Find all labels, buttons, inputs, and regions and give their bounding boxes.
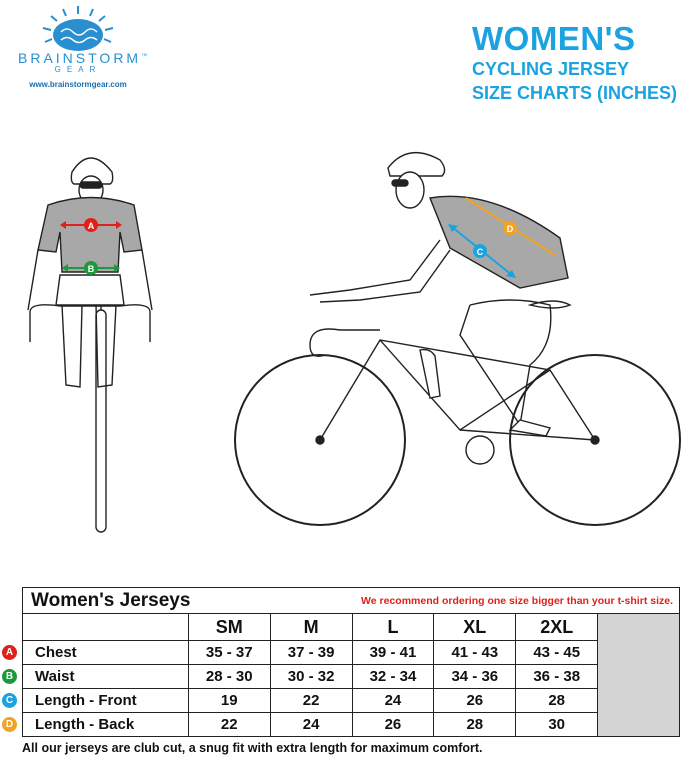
table-row: C Length - Front 19 22 24 26 28 (2, 688, 680, 713)
size-l: L (351, 613, 435, 641)
marker-B-label: B (88, 264, 95, 274)
marker-C-label: C (477, 247, 484, 257)
brand-sub: GEAR (54, 65, 102, 74)
table-cell: 30 - 32 (269, 664, 353, 689)
title-line2: CYCLING JERSEY (472, 59, 630, 79)
marker-A-label: A (88, 221, 95, 231)
table-cell: 22 (187, 712, 271, 737)
row-label-length-back: D Length - Back (2, 712, 189, 737)
table-cell: 26 (351, 712, 435, 737)
table-row: B Waist 28 - 30 30 - 32 32 - 34 34 - 36 3… (2, 664, 680, 689)
table-note: We recommend ordering one size bigger th… (352, 587, 681, 614)
table-cell: 35 - 37 (187, 640, 271, 665)
brand-url[interactable]: www.brainstormgear.com (29, 80, 127, 89)
marker-D-label: D (507, 224, 514, 234)
table-cell: 30 (515, 712, 599, 737)
marker-B-icon: B (2, 669, 17, 684)
table-cell: 41 - 43 (433, 640, 517, 665)
footer-note: All our jerseys are club cut, a snug fit… (22, 741, 483, 755)
table-cell: 32 - 34 (351, 664, 435, 689)
row-label-waist: B Waist (2, 664, 189, 689)
brand-logo: BRAINSTORM™ GEAR www.brainstormgear.com (18, 4, 151, 104)
marker-D-side: D (465, 197, 557, 257)
marker-B-front: B (62, 261, 120, 275)
table-row: A Chest 35 - 37 37 - 39 39 - 41 41 - 43 4… (2, 640, 680, 665)
size-sm: SM (187, 613, 271, 641)
table-title: Women's Jerseys (22, 587, 353, 614)
table-cell: 24 (269, 712, 353, 737)
row-label-length-front: C Length - Front (2, 688, 189, 713)
marker-C-side: C (448, 224, 516, 278)
table-cell: 22 (269, 688, 353, 713)
table-cell: 37 - 39 (269, 640, 353, 665)
marker-A-icon: A (2, 645, 17, 660)
side-cyclist (234, 151, 681, 526)
marker-A-front: A (60, 218, 122, 232)
size-header-row: SM M L XL 2XL (22, 613, 680, 737)
table-cell: 36 - 38 (515, 664, 599, 689)
brain-icon (42, 6, 114, 51)
table-cell: 28 - 30 (187, 664, 271, 689)
table-cell: 28 (515, 688, 599, 713)
empty-corner (22, 613, 189, 641)
table-cell: 19 (187, 688, 271, 713)
size-xl: XL (433, 613, 517, 641)
table-cell: 28 (433, 712, 517, 737)
title-line3: SIZE CHARTS (INCHES) (472, 83, 678, 103)
marker-C-icon: C (2, 693, 17, 708)
table-cell: 34 - 36 (433, 664, 517, 689)
gray-filler (597, 613, 680, 737)
size-m: M (269, 613, 353, 641)
row-label-chest: A Chest (2, 640, 189, 665)
size-table: Women's Jerseys We recommend ordering on… (2, 587, 681, 737)
page-title: WOMEN'S CYCLING JERSEY SIZE CHARTS (INCH… (472, 22, 677, 104)
size-chart: Women's Jerseys We recommend ordering on… (2, 587, 681, 737)
front-cyclist (27, 157, 153, 533)
table-row: D Length - Back 22 24 26 28 30 (2, 712, 680, 737)
table-header-row: Women's Jerseys We recommend ordering on… (22, 587, 681, 614)
table-cell: 43 - 45 (515, 640, 599, 665)
table-cell: 39 - 41 (351, 640, 435, 665)
table-cell: 26 (433, 688, 517, 713)
title-line1: WOMEN'S (472, 20, 636, 57)
cyclist-illustration: A B C (27, 151, 681, 533)
brand-name: BRAINSTORM™ (18, 50, 151, 66)
size-2xl: 2XL (515, 613, 599, 641)
table-cell: 24 (351, 688, 435, 713)
marker-D-icon: D (2, 717, 17, 732)
